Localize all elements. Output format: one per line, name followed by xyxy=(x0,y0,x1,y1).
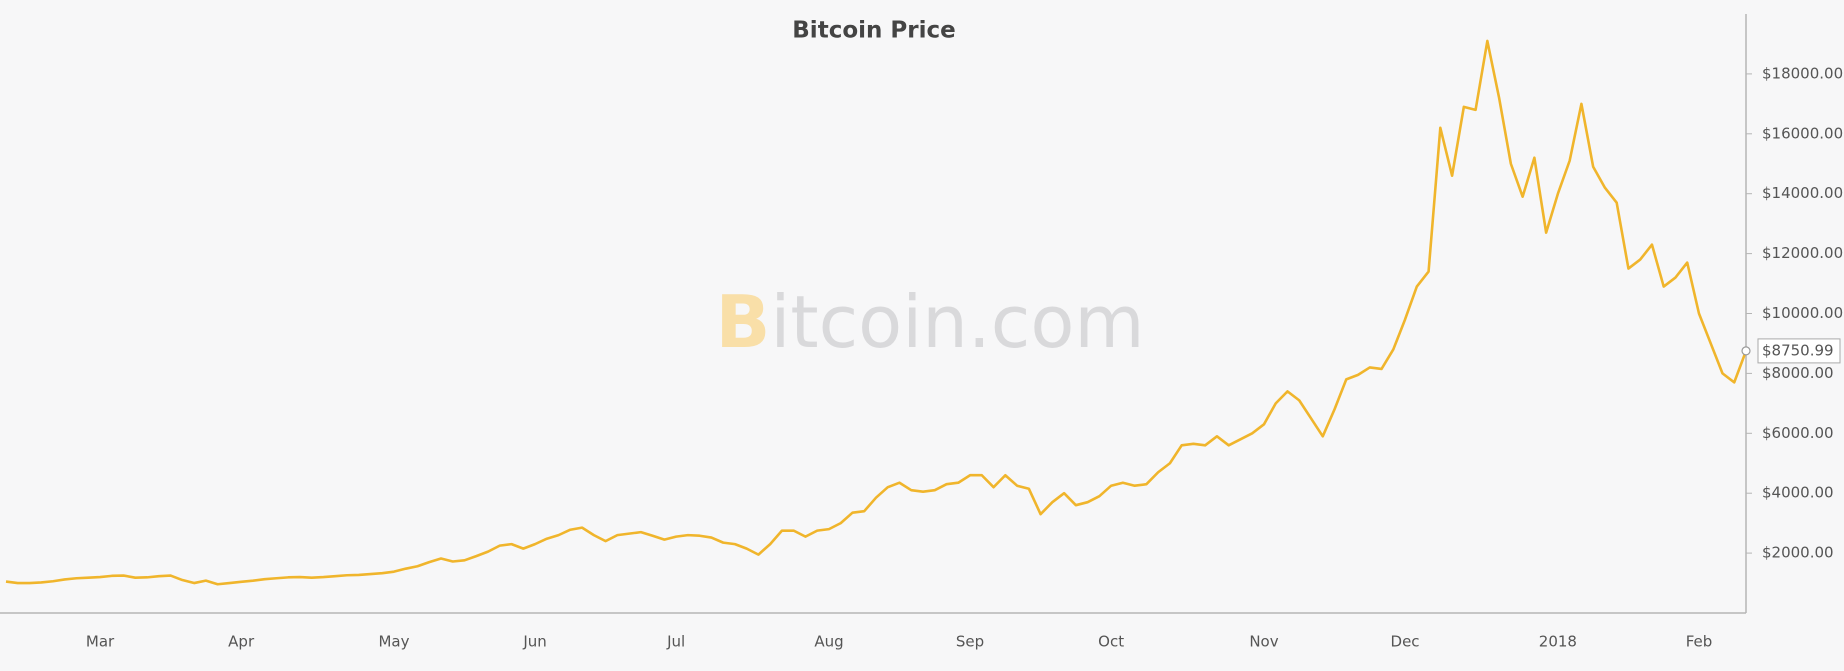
y-tick-label: $14000.00 xyxy=(1762,184,1843,202)
y-tick-label: $10000.00 xyxy=(1762,304,1843,322)
x-tick-label: Feb xyxy=(1686,633,1713,651)
y-tick-label: $6000.00 xyxy=(1762,424,1834,442)
y-tick-label: $4000.00 xyxy=(1762,484,1834,502)
x-tick-label: Sep xyxy=(956,633,984,651)
watermark: Bitcoin.com xyxy=(715,280,1144,364)
x-tick-label: Oct xyxy=(1098,633,1124,651)
x-tick-label: Mar xyxy=(86,633,115,651)
x-tick-label: Apr xyxy=(228,633,255,651)
x-tick-label: Dec xyxy=(1391,633,1420,651)
x-tick-label: Aug xyxy=(814,633,843,651)
y-tick-label: $8000.00 xyxy=(1762,364,1834,382)
y-tick-label: $16000.00 xyxy=(1762,124,1843,142)
y-tick-label: $2000.00 xyxy=(1762,544,1834,562)
last-point xyxy=(1741,346,1751,356)
x-tick-label: 2018 xyxy=(1539,633,1577,651)
y-tick-label: $12000.00 xyxy=(1762,244,1843,262)
chart-title: Bitcoin Price xyxy=(792,18,955,44)
y-tick-label: $18000.00 xyxy=(1762,64,1843,82)
price-line xyxy=(5,39,1748,586)
x-tick-label: Nov xyxy=(1249,633,1278,651)
end-label: $8750.99 xyxy=(1762,341,1834,359)
x-tick-label: Jun xyxy=(522,633,546,651)
x-tick-label: May xyxy=(378,633,409,651)
x-tick-label: Jul xyxy=(666,633,685,651)
end-label-box xyxy=(1757,338,1841,364)
